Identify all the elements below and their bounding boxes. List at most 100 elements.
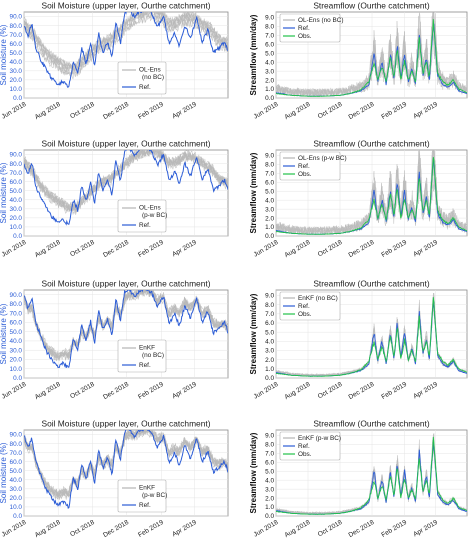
legend-label-ref: Ref. <box>139 84 151 91</box>
x-tick-label: Jun 2018 <box>252 101 279 121</box>
legend-label-ref: Ref. <box>139 362 151 369</box>
ensemble-member-line <box>24 12 228 77</box>
y-tick-label: 50.0 <box>10 188 23 195</box>
y-tick-label: 20.0 <box>10 357 23 364</box>
legend: EnKF (no BC)Ref.Obs. <box>279 291 341 321</box>
y-tick-label: 0.0 <box>265 375 274 382</box>
y-tick-label: 2.0 <box>265 215 274 222</box>
panel-title: Streamflow (Ourthe catchment) <box>313 1 430 11</box>
y-tick-label: 60.0 <box>10 320 23 327</box>
y-tick-label: 0.0 <box>13 513 22 520</box>
y-tick-label: 6.0 <box>265 179 274 186</box>
x-tick-label: Jun 2018 <box>0 101 27 121</box>
legend-label-ensemble: EnKF (p-w BC) <box>139 485 167 500</box>
y-tick-label: 50.0 <box>10 468 23 475</box>
y-tick-label: 20.0 <box>10 77 23 84</box>
observed-series-line <box>276 297 467 377</box>
y-tick-label: 6.0 <box>265 459 274 466</box>
y-tick-label: 5.0 <box>265 329 274 336</box>
x-tick-label: Oct 2018 <box>317 381 344 401</box>
reference-series-line <box>24 430 228 509</box>
x-tick-label: Aug 2018 <box>284 101 312 121</box>
soil-moisture-panel-1: Soil Moisture (upper layer, Ourthe catch… <box>0 1 229 121</box>
legend: EnKF (p-w BC) Ref. <box>117 479 167 513</box>
y-tick-label: 7.0 <box>265 450 274 457</box>
y-tick-label: 3.0 <box>265 206 274 213</box>
legend-label: Ref. <box>298 25 310 32</box>
y-tick-label: 0.0 <box>13 233 22 240</box>
y-tick-label: 10.0 <box>10 504 23 511</box>
reference-series-line <box>24 12 228 88</box>
y-tick-label: 1.0 <box>265 504 274 511</box>
y-tick-label: 2.0 <box>265 77 274 84</box>
y-tick-label: 3.0 <box>265 68 274 75</box>
ensemble-member-line <box>276 150 467 236</box>
y-tick-label: 70.0 <box>10 32 23 39</box>
x-tick-label: Aug 2018 <box>34 239 62 259</box>
observed-series-line <box>276 157 467 235</box>
y-tick-label: 5.0 <box>265 50 274 57</box>
y-tick-label: 60.0 <box>10 459 23 466</box>
y-tick-label: 0.0 <box>13 375 22 382</box>
x-tick-label: Jun 2018 <box>252 239 279 259</box>
streamflow-panel-4: Streamflow (Ourthe catchment) Streamflow … <box>249 419 468 539</box>
x-tick-label: Oct 2018 <box>69 381 96 401</box>
y-tick-label: 8.0 <box>265 302 274 309</box>
y-tick-label: 8.0 <box>265 442 274 449</box>
legend-label: EnKF (p-w BC) <box>298 435 341 442</box>
legend: EnKF (no BC) Ref. <box>117 339 167 373</box>
y-tick-label: 10.0 <box>10 224 23 231</box>
y-tick-label: 40.0 <box>10 197 23 204</box>
x-tick-label: Dec 2018 <box>102 381 130 401</box>
legend-label-ensemble: EnKF (no BC) <box>139 345 164 360</box>
y-tick-label: 20.0 <box>10 215 23 222</box>
x-tick-label: Dec 2018 <box>348 239 376 259</box>
x-tick-label: Oct 2018 <box>317 519 344 539</box>
y-tick-label: 40.0 <box>10 477 23 484</box>
observed-series-line <box>276 436 467 515</box>
x-tick-label: Jun 2018 <box>252 519 279 539</box>
y-tick-label: 90.0 <box>10 292 23 299</box>
y-tick-label: 70.0 <box>10 170 23 177</box>
y-tick-label: 2.0 <box>265 495 274 502</box>
ensemble-member-line <box>24 12 228 71</box>
x-tick-label: Feb 2019 <box>380 101 408 121</box>
x-tick-label: Jun 2018 <box>0 239 27 259</box>
legend-label-ref: Ref. <box>139 502 151 509</box>
y-axis-label: Streamflow (mm/day) <box>249 14 258 95</box>
x-tick-label: Apr 2019 <box>412 519 439 539</box>
x-tick-label: Aug 2018 <box>284 239 312 259</box>
y-tick-label: 8.0 <box>265 162 274 169</box>
x-tick-label: Jun 2018 <box>0 519 27 539</box>
y-tick-label: 1.0 <box>265 366 274 373</box>
reference-series-line <box>24 290 228 369</box>
y-tick-label: 30.0 <box>10 347 23 354</box>
y-axis-label: Soil moisture (%) <box>0 24 8 85</box>
x-tick-label: Apr 2019 <box>171 239 198 259</box>
x-tick-label: Apr 2019 <box>171 101 198 121</box>
streamflow-panel-2: Streamflow (Ourthe catchment) Streamflow … <box>249 139 468 259</box>
y-tick-label: 40.0 <box>10 338 23 345</box>
y-axis-label: Streamflow (mm/day) <box>249 293 258 374</box>
soil-moisture-panel-4: Soil Moisture (upper layer, Ourthe catch… <box>0 419 229 539</box>
y-tick-label: 30.0 <box>10 68 23 75</box>
y-tick-label: 9.0 <box>265 433 274 440</box>
legend-label: Ref. <box>298 163 310 170</box>
y-tick-label: 70.0 <box>10 310 23 317</box>
x-tick-label: Dec 2018 <box>348 519 376 539</box>
x-tick-label: Aug 2018 <box>284 519 312 539</box>
y-tick-label: 4.0 <box>265 197 274 204</box>
legend-label-ref: Ref. <box>139 222 151 229</box>
x-tick-label: Feb 2019 <box>137 239 165 259</box>
ensemble-member-line <box>24 12 228 76</box>
panel-title: Soil Moisture (upper layer, Ourthe catch… <box>42 139 211 149</box>
reference-series-line <box>24 150 228 226</box>
panel-title: Soil Moisture (upper layer, Ourthe catch… <box>42 419 211 429</box>
streamflow-panel-3: Streamflow (Ourthe catchment) Streamflow … <box>249 279 468 401</box>
y-tick-label: 30.0 <box>10 486 23 493</box>
legend-label: Obs. <box>298 33 312 40</box>
y-tick-label: 90.0 <box>10 432 23 439</box>
y-tick-label: 80.0 <box>10 161 23 168</box>
ensemble-member-line <box>24 290 228 361</box>
